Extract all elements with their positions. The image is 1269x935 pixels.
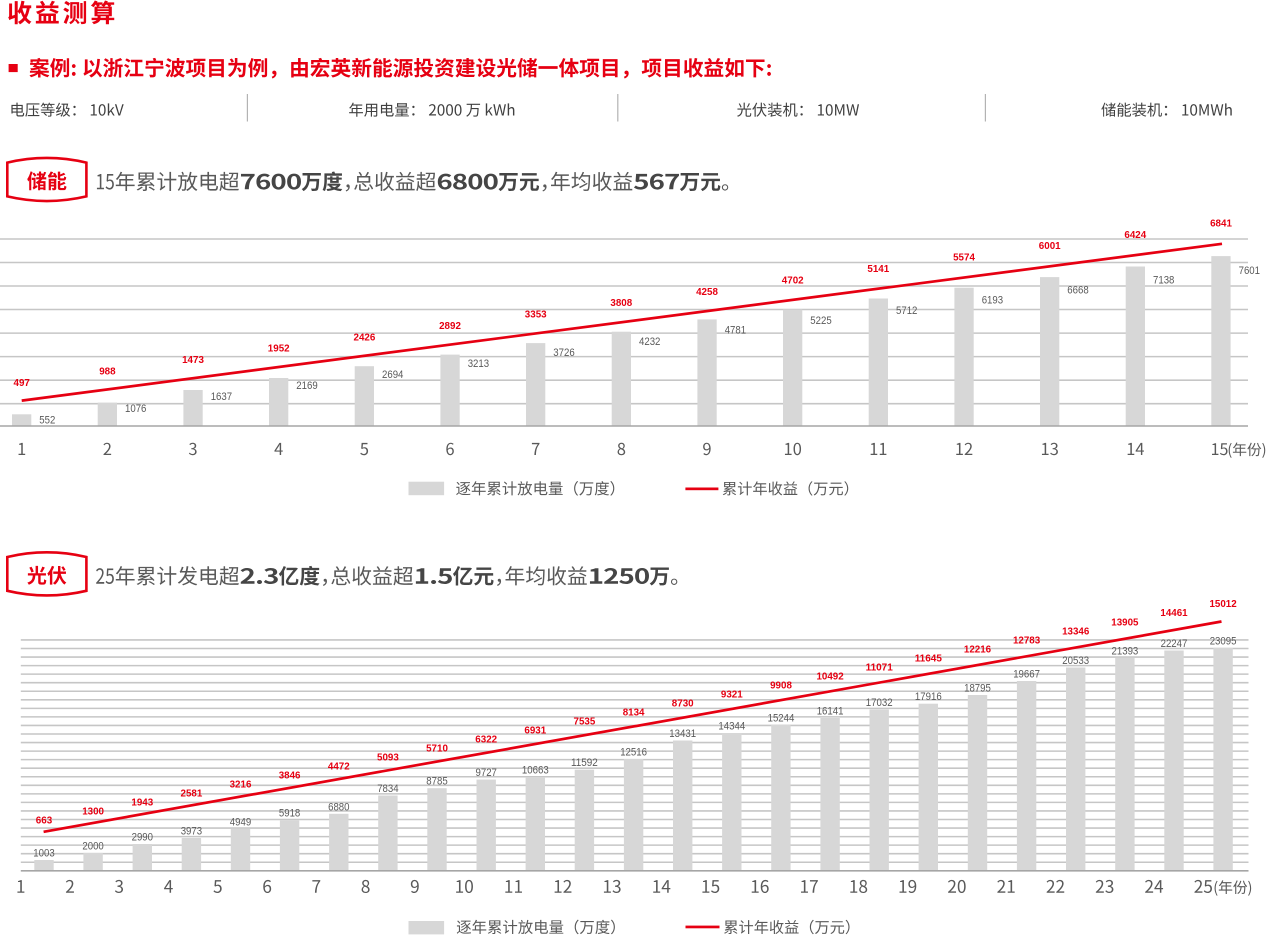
svg-text:6193: 6193 bbox=[982, 295, 1003, 307]
svg-text:9321: 9321 bbox=[721, 689, 743, 700]
svg-text:2426: 2426 bbox=[354, 332, 376, 343]
svg-text:552: 552 bbox=[39, 414, 55, 426]
svg-text:497: 497 bbox=[14, 378, 31, 389]
svg-text:5574: 5574 bbox=[953, 253, 975, 264]
svg-text:14344: 14344 bbox=[718, 721, 745, 733]
svg-text:16141: 16141 bbox=[817, 706, 844, 718]
svg-text:8730: 8730 bbox=[672, 698, 694, 709]
svg-text:4781: 4781 bbox=[725, 325, 746, 337]
svg-text:1952: 1952 bbox=[268, 344, 290, 355]
svg-text:6880: 6880 bbox=[328, 801, 349, 813]
svg-text:10492: 10492 bbox=[817, 671, 845, 682]
svg-text:2169: 2169 bbox=[296, 380, 317, 392]
svg-text:19667: 19667 bbox=[1013, 669, 1040, 681]
svg-text:4702: 4702 bbox=[782, 275, 804, 286]
svg-text:7834: 7834 bbox=[377, 783, 398, 795]
svg-text:13346: 13346 bbox=[1062, 626, 1090, 637]
svg-text:11645: 11645 bbox=[915, 653, 943, 664]
svg-text:5225: 5225 bbox=[810, 315, 831, 327]
svg-text:4472: 4472 bbox=[328, 762, 350, 773]
svg-text:13431: 13431 bbox=[669, 728, 696, 740]
svg-text:3213: 3213 bbox=[468, 358, 489, 370]
svg-text:4232: 4232 bbox=[639, 336, 660, 348]
svg-text:5093: 5093 bbox=[377, 753, 399, 764]
svg-text:2892: 2892 bbox=[439, 321, 461, 332]
svg-text:6931: 6931 bbox=[524, 726, 546, 737]
svg-text:14461: 14461 bbox=[1160, 608, 1188, 619]
svg-text:5141: 5141 bbox=[867, 264, 889, 275]
svg-text:12216: 12216 bbox=[964, 644, 992, 655]
svg-text:2990: 2990 bbox=[132, 832, 153, 844]
svg-text:7601: 7601 bbox=[1239, 265, 1260, 277]
svg-text:22247: 22247 bbox=[1161, 638, 1188, 650]
svg-text:17916: 17916 bbox=[915, 691, 942, 703]
svg-text:15012: 15012 bbox=[1210, 599, 1238, 610]
svg-text:2581: 2581 bbox=[181, 789, 203, 800]
svg-text:9727: 9727 bbox=[476, 767, 497, 779]
svg-text:1637: 1637 bbox=[211, 391, 232, 403]
svg-text:2000: 2000 bbox=[82, 840, 103, 852]
svg-text:20533: 20533 bbox=[1062, 655, 1089, 667]
svg-text:1300: 1300 bbox=[82, 807, 104, 818]
svg-text:15244: 15244 bbox=[768, 713, 795, 725]
svg-text:12783: 12783 bbox=[1013, 635, 1041, 646]
svg-text:3808: 3808 bbox=[610, 298, 632, 309]
svg-text:7138: 7138 bbox=[1153, 275, 1174, 287]
svg-text:5712: 5712 bbox=[896, 305, 917, 317]
svg-text:8134: 8134 bbox=[623, 708, 645, 719]
svg-text:3216: 3216 bbox=[230, 780, 252, 791]
svg-text:18795: 18795 bbox=[964, 683, 991, 695]
svg-text:23095: 23095 bbox=[1210, 635, 1237, 647]
svg-text:3973: 3973 bbox=[181, 826, 202, 838]
svg-text:6424: 6424 bbox=[1124, 230, 1146, 241]
svg-text:12516: 12516 bbox=[620, 747, 647, 759]
svg-text:988: 988 bbox=[99, 367, 116, 378]
svg-text:5710: 5710 bbox=[426, 744, 448, 755]
svg-text:3726: 3726 bbox=[553, 347, 574, 359]
svg-text:5918: 5918 bbox=[279, 808, 300, 820]
svg-text:11071: 11071 bbox=[866, 662, 894, 673]
svg-text:8785: 8785 bbox=[426, 776, 447, 788]
svg-text:13905: 13905 bbox=[1111, 617, 1139, 628]
svg-text:4258: 4258 bbox=[696, 287, 718, 298]
svg-text:11592: 11592 bbox=[571, 757, 598, 769]
svg-text:663: 663 bbox=[36, 816, 53, 827]
svg-text:21393: 21393 bbox=[1112, 646, 1139, 658]
svg-text:3846: 3846 bbox=[279, 771, 301, 782]
svg-text:6322: 6322 bbox=[475, 735, 497, 746]
svg-text:7535: 7535 bbox=[574, 717, 596, 728]
svg-text:1076: 1076 bbox=[125, 403, 146, 415]
svg-text:9908: 9908 bbox=[770, 680, 792, 691]
svg-text:1943: 1943 bbox=[131, 798, 153, 809]
svg-text:6841: 6841 bbox=[1210, 218, 1232, 229]
svg-text:6001: 6001 bbox=[1039, 241, 1061, 252]
svg-text:1003: 1003 bbox=[33, 848, 54, 860]
svg-text:2694: 2694 bbox=[382, 369, 403, 381]
svg-text:3353: 3353 bbox=[525, 310, 547, 321]
svg-text:17032: 17032 bbox=[866, 697, 893, 709]
svg-text:1473: 1473 bbox=[182, 355, 204, 366]
svg-text:6668: 6668 bbox=[1067, 285, 1088, 297]
svg-text:10663: 10663 bbox=[522, 765, 549, 777]
svg-text:4949: 4949 bbox=[230, 816, 251, 828]
